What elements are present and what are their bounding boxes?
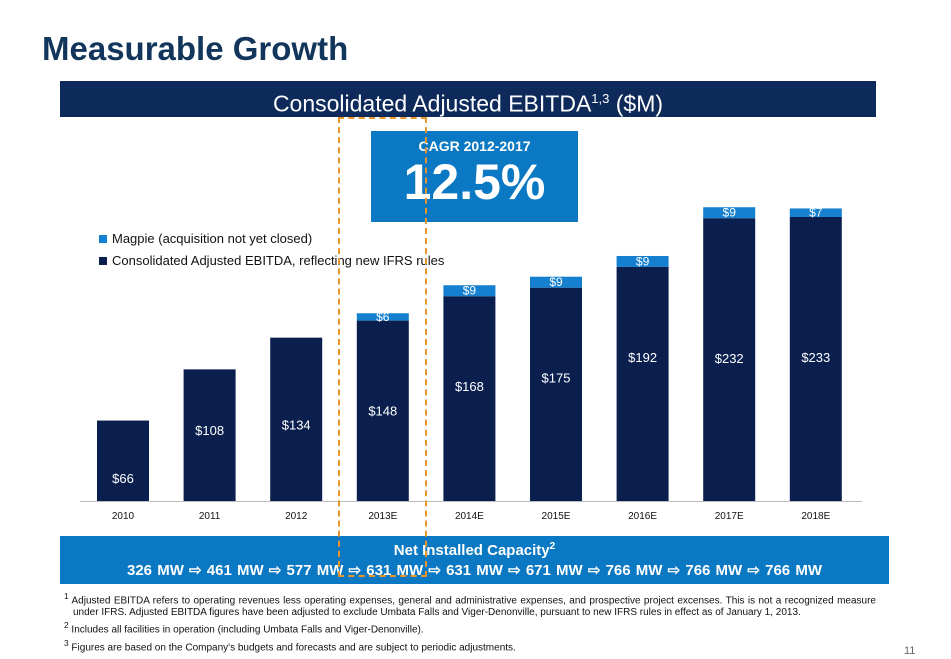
capacity-value: 766 MW [605, 562, 663, 579]
bar-ebitda [443, 296, 496, 501]
data-label-ebitda: $134 [282, 417, 311, 432]
bar-magpie [356, 313, 409, 321]
legend-swatch [99, 256, 107, 265]
arrow-icon: ⇨ [423, 562, 447, 579]
capacity-value: 461 MW [206, 562, 264, 579]
page-number: 11 [904, 645, 916, 657]
legend-label: Magpie (acquisition not yet closed) [112, 231, 313, 246]
bar-magpie [530, 276, 582, 288]
arrow-icon: ⇨ [742, 562, 766, 579]
bar-ebitda [789, 216, 842, 501]
capacity-value: 671 MW [525, 562, 583, 579]
bar-ebitda [616, 266, 669, 501]
bar-ebitda [270, 337, 323, 501]
legend-label: Consolidated Adjusted EBITDA, reflecting… [112, 253, 445, 268]
bar-ebitda [356, 320, 409, 501]
data-label-ebitda: $66 [112, 471, 134, 486]
footnote-num: 2 [64, 620, 69, 631]
capacity-value: 326 MW [127, 562, 184, 579]
data-label-magpie: $9 [463, 284, 477, 298]
data-label-magpie: $6 [376, 310, 390, 324]
data-label-ebitda: $168 [455, 379, 484, 394]
arrow-icon: ⇨ [502, 562, 526, 579]
footnote-text: Figures are based on the Company's budge… [71, 641, 516, 653]
arrow-icon: ⇨ [183, 562, 207, 579]
bar-magpie [616, 255, 669, 267]
bar-magpie [703, 207, 756, 219]
data-label-magpie: $9 [723, 206, 737, 220]
data-label-ebitda: $233 [801, 350, 830, 365]
capacity-row: 326 MW ⇨ 461 MW ⇨ 577 MW ⇨ 631 MW ⇨ 631 … [60, 561, 889, 579]
arrow-icon: ⇨ [343, 562, 367, 579]
legend-swatch [99, 234, 107, 243]
bar-ebitda [530, 287, 582, 501]
data-label-magpie: $9 [636, 254, 650, 268]
chart-header: Consolidated Adjusted EBITDA1,3 ($M) [60, 81, 876, 117]
data-label-ebitda: $232 [715, 351, 744, 366]
data-label-ebitda: $192 [628, 350, 657, 365]
capacity-value: 766 MW [765, 562, 822, 579]
data-label-ebitda: $148 [368, 404, 397, 419]
capacity-sup: 2 [549, 541, 556, 552]
cagr-value: 12.5% [403, 154, 546, 210]
footnotes: 1 Adjusted EBITDA refers to operating re… [64, 590, 876, 654]
footnote-text: Includes all facilities in operation (in… [71, 624, 424, 636]
bar-ebitda [183, 369, 236, 501]
bar-magpie [443, 285, 496, 297]
arrow-icon: ⇨ [662, 562, 686, 579]
data-label-magpie: $7 [809, 206, 823, 220]
bar-ebitda [703, 218, 756, 501]
bar-ebitda [97, 420, 149, 501]
x-tick-label: 2012 [285, 511, 308, 522]
footnote-num: 3 [64, 637, 69, 648]
capacity-value: 631 MW [446, 562, 503, 579]
x-tick-label: 2015E [542, 511, 571, 522]
x-tick-label: 2017E [715, 511, 744, 522]
legend-ebitda: Consolidated Adjusted EBITDA, reflecting… [99, 253, 444, 268]
x-tick-label: 2018E [801, 511, 830, 522]
x-tick-label: 2014E [455, 511, 484, 522]
header-sup: 1,3 [591, 91, 610, 106]
data-label-magpie: $9 [549, 275, 563, 289]
bar-magpie [789, 208, 842, 217]
capacity-value: 631 MW [366, 562, 424, 579]
ebitda-chart: $66 2010 $108 2011 $134 2012 $6 $148 2013E $9 $168… [80, 206, 862, 522]
header-unit: ($M) [609, 90, 664, 117]
page-title: Measurable Growth [42, 30, 349, 67]
cagr-box: CAGR 2012-2017 12.5% [371, 131, 578, 222]
x-tick-label: 2011 [199, 511, 221, 522]
capacity-band: Net Installed Capacity2 326 MW ⇨ 461 MW ⇨… [60, 536, 889, 584]
arrow-icon: ⇨ [582, 562, 606, 579]
data-label-ebitda: $175 [542, 371, 571, 386]
cagr-label: CAGR 2012-2017 [418, 138, 531, 154]
arrow-icon: ⇨ [263, 562, 287, 579]
capacity-value: 766 MW [685, 562, 743, 579]
x-tick-label: 2016E [628, 511, 657, 522]
legend-magpie: Magpie (acquisition not yet closed) [99, 231, 312, 246]
x-tick-label: 2010 [112, 511, 135, 522]
footnote-text: Adjusted EBITDA refers to operating reve… [71, 595, 877, 619]
footnote-2: 2 Includes all facilities in operation (… [64, 619, 876, 636]
footnote-num: 1 [64, 591, 69, 601]
capacity-title: Net Installed Capacity [393, 542, 550, 559]
footnote-1: 1 Adjusted EBITDA refers to operating re… [64, 590, 876, 619]
footnote-3: 3 Figures are based on the Company's bud… [64, 637, 876, 654]
data-label-ebitda: $108 [195, 423, 224, 438]
capacity-value: 577 MW [286, 562, 344, 579]
x-tick-label: 2013E [368, 511, 397, 522]
header-text: Consolidated Adjusted EBITDA [272, 90, 592, 117]
